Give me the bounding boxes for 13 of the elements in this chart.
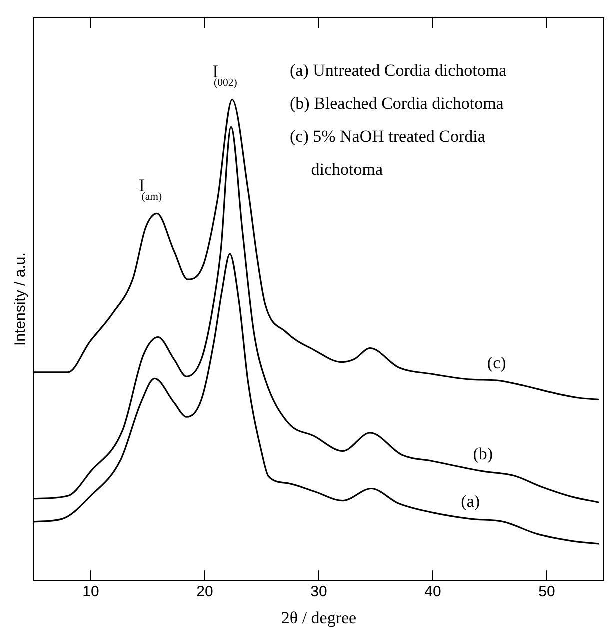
series-label: (b) — [473, 444, 494, 464]
x-tick-label: 40 — [424, 584, 442, 601]
x-tick-label: 10 — [82, 584, 100, 601]
y-axis-title: Intensity / a.u. — [12, 252, 30, 346]
series-label: (c) — [487, 354, 506, 373]
text: (a) Untreated Cordia dichotoma — [290, 61, 508, 80]
x-axis-title: 2θ / degree — [281, 608, 357, 628]
x-tick-label: 30 — [310, 584, 328, 601]
annotation: (c) 5% NaOH treated Cordia dichotoma — [290, 127, 486, 179]
annotation: (b) Bleached Cordia dichotoma — [290, 94, 504, 113]
x-tick-label: 20 — [196, 584, 214, 601]
series-label: (a) — [461, 492, 480, 512]
x-tick-label: 50 — [538, 584, 556, 601]
